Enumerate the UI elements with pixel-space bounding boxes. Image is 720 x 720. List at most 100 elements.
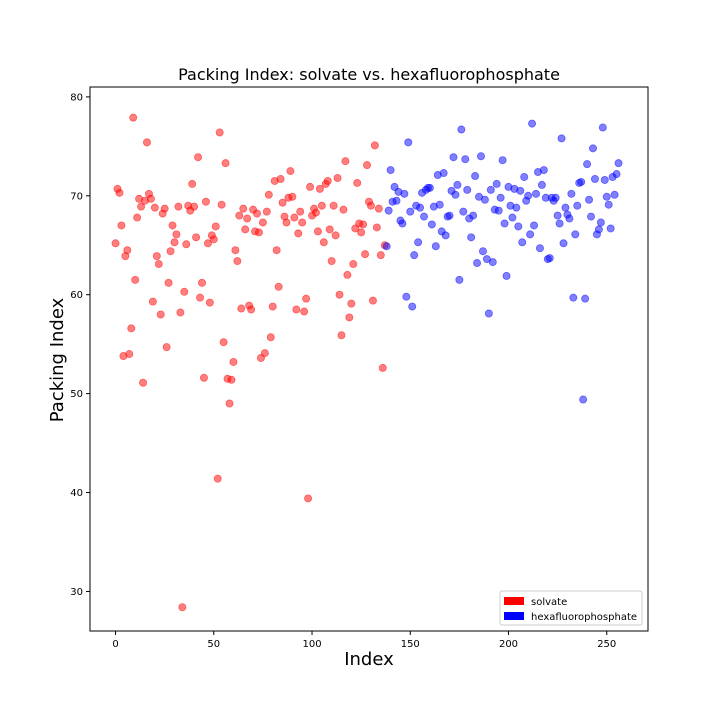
- data-point: [349, 260, 358, 269]
- data-point: [614, 159, 623, 168]
- data-point: [559, 239, 568, 248]
- data-point: [539, 166, 548, 175]
- data-point: [241, 225, 250, 234]
- data-point: [567, 189, 576, 198]
- data-point: [469, 211, 478, 220]
- data-point: [125, 350, 134, 359]
- data-point: [278, 198, 287, 207]
- data-point: [192, 233, 201, 242]
- data-point: [286, 167, 295, 176]
- data-point: [561, 203, 570, 212]
- data-point: [211, 222, 220, 231]
- data-point: [162, 343, 171, 352]
- data-point: [197, 278, 206, 287]
- y-axis: 30 40 50 60 70 80: [70, 92, 90, 598]
- data-point: [146, 194, 155, 203]
- data-point: [127, 324, 136, 333]
- data-point: [276, 174, 285, 183]
- data-point: [111, 239, 120, 248]
- data-point: [315, 184, 324, 193]
- data-point: [502, 271, 511, 280]
- data-point: [201, 197, 210, 206]
- data-point: [471, 172, 480, 181]
- data-point: [199, 373, 208, 382]
- y-tick-label: 80: [70, 92, 83, 103]
- data-point: [325, 225, 334, 234]
- data-point: [219, 338, 228, 347]
- data-point: [606, 224, 615, 233]
- data-point: [372, 223, 381, 232]
- data-point: [227, 375, 236, 384]
- data-point: [398, 219, 407, 228]
- data-point: [142, 138, 151, 147]
- data-point: [339, 205, 348, 214]
- data-point: [302, 294, 311, 303]
- data-point: [361, 250, 370, 259]
- data-point: [194, 153, 203, 162]
- data-point: [537, 180, 546, 189]
- data-point: [205, 298, 214, 307]
- data-point: [579, 395, 588, 404]
- data-point: [239, 204, 248, 213]
- data-point: [327, 257, 336, 266]
- data-point: [453, 180, 462, 189]
- data-point: [451, 190, 460, 199]
- data-point: [152, 252, 161, 261]
- data-point: [139, 378, 148, 387]
- data-point: [190, 202, 199, 211]
- data-point: [304, 494, 313, 503]
- data-point: [182, 240, 191, 249]
- data-point: [337, 331, 346, 340]
- data-point: [264, 190, 273, 199]
- data-point: [298, 218, 307, 227]
- data-point: [492, 179, 501, 188]
- data-point: [294, 229, 303, 238]
- y-tick-label: 50: [70, 389, 83, 400]
- data-point: [445, 211, 454, 220]
- legend-label: hexafluorophosphate: [531, 612, 637, 623]
- x-tick-label: 250: [597, 639, 616, 650]
- data-point: [172, 230, 181, 239]
- data-point: [596, 218, 605, 227]
- data-point: [203, 239, 212, 248]
- data-point: [449, 153, 458, 162]
- data-point: [420, 212, 429, 221]
- data-point: [343, 270, 352, 279]
- data-point: [594, 225, 603, 234]
- data-point: [188, 179, 197, 188]
- data-point: [392, 196, 401, 205]
- data-point: [528, 119, 537, 128]
- data-point: [520, 173, 529, 182]
- data-point: [333, 173, 342, 182]
- data-point: [571, 230, 580, 239]
- data-point: [370, 141, 379, 150]
- data-point: [439, 169, 448, 178]
- data-point: [486, 185, 495, 194]
- data-point: [137, 202, 146, 211]
- data-point: [329, 201, 338, 210]
- data-point: [402, 292, 411, 301]
- data-point: [498, 156, 507, 165]
- data-point: [565, 214, 574, 223]
- data-point: [612, 170, 621, 179]
- data-point: [535, 244, 544, 253]
- data-point: [532, 189, 541, 198]
- data-point: [598, 123, 607, 132]
- data-point: [404, 138, 413, 147]
- data-point: [221, 159, 230, 168]
- data-point: [376, 251, 385, 260]
- data-point: [557, 134, 566, 143]
- data-point: [457, 125, 466, 134]
- data-point: [414, 238, 423, 247]
- data-point: [306, 182, 315, 191]
- data-point: [235, 211, 244, 220]
- data-point: [384, 206, 393, 215]
- data-point: [488, 258, 497, 267]
- data-point: [217, 200, 226, 209]
- data-point: [410, 251, 419, 260]
- data-point: [386, 166, 395, 175]
- data-point: [237, 304, 246, 313]
- data-point: [463, 185, 472, 194]
- data-point: [266, 333, 275, 342]
